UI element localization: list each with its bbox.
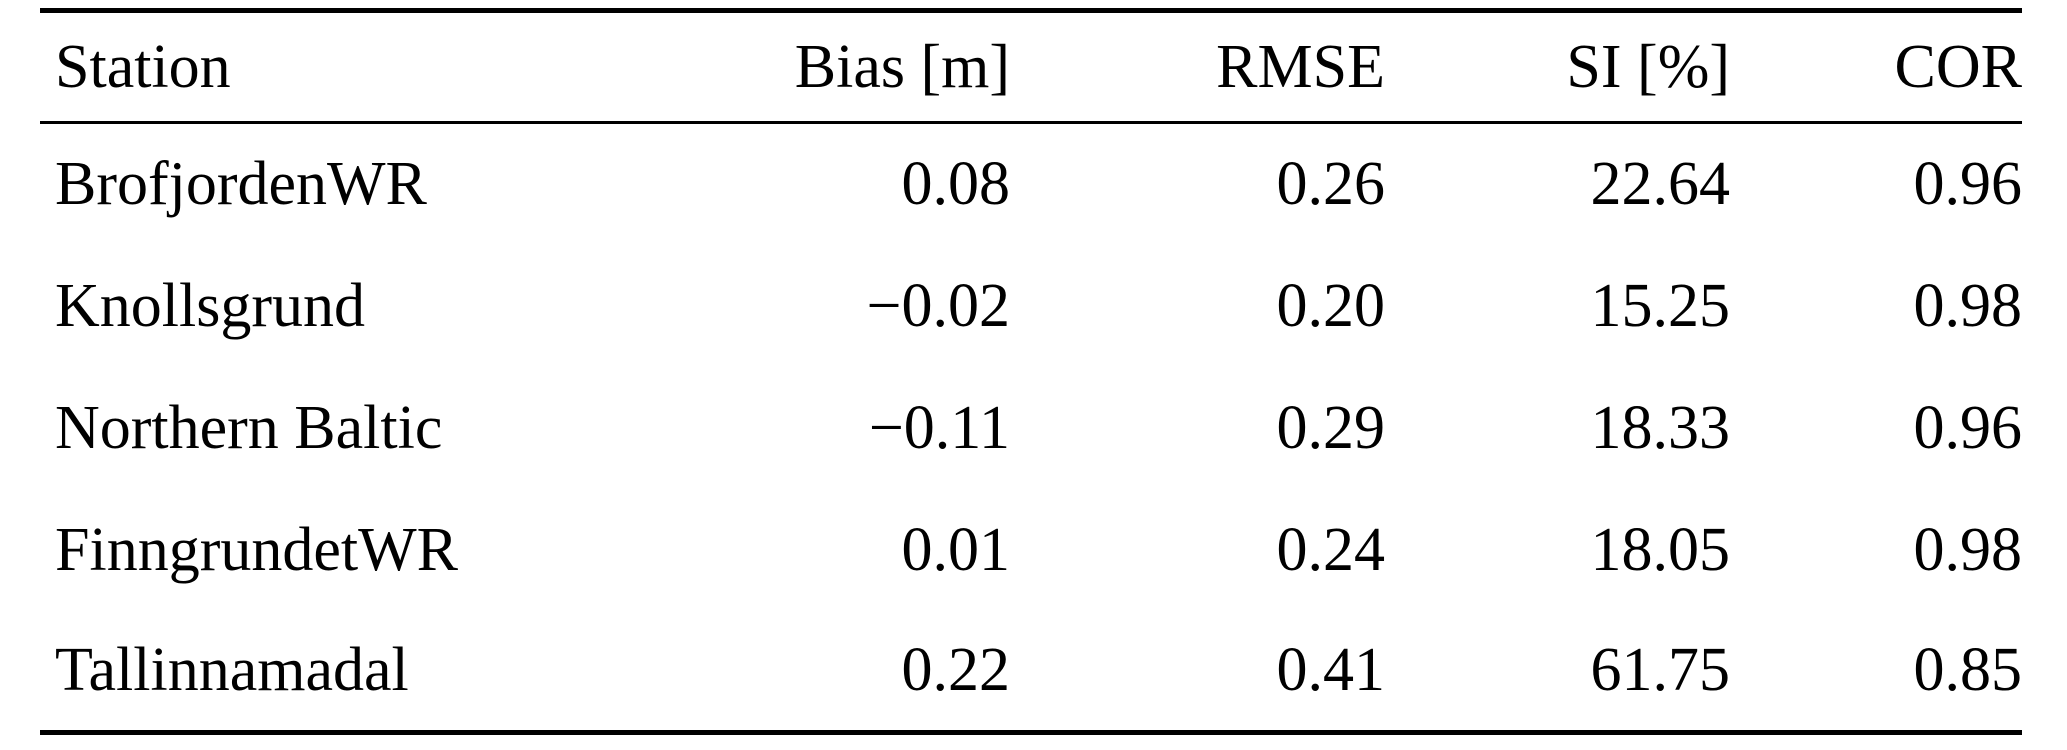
cell-station: Northern Baltic: [55, 393, 443, 462]
cell-si: 18.33: [1590, 393, 1731, 462]
header-bias: Bias [m]: [640, 10, 1010, 124]
cell-si: 15.25: [1590, 271, 1731, 340]
header-rmse: RMSE: [1010, 10, 1385, 124]
cell-si: 61.75: [1590, 636, 1731, 705]
cell-cor: 0.96: [1913, 393, 2023, 462]
station-statistics-table: Station Bias [m] RMSE SI [%] COR Brofjor…: [40, 8, 2022, 735]
table-row-1: Knollsgrund −0.02 0.20 15.25 0.98: [40, 245, 2022, 367]
cell-cor: 0.85: [1913, 636, 2023, 705]
cell-cor: 0.96: [1913, 150, 2023, 219]
table-row-2: Northern Baltic −0.11 0.29 18.33 0.96: [40, 367, 2022, 489]
cell-station: Tallinnamadal: [55, 636, 409, 705]
cell-cor: 0.98: [1913, 515, 2023, 584]
cell-bias: 0.08: [901, 150, 1011, 219]
cell-bias: −0.11: [868, 393, 1010, 462]
table-row-0: BrofjordenWR 0.08 0.26 22.64 0.96: [40, 123, 2022, 245]
cell-rmse: 0.41: [1276, 636, 1386, 705]
cell-bias: 0.22: [901, 636, 1011, 705]
header-row: Station Bias [m] RMSE SI [%] COR: [40, 10, 2022, 124]
table-header: Station Bias [m] RMSE SI [%] COR: [40, 10, 2022, 124]
header-si: SI [%]: [1385, 10, 1730, 124]
cell-bias: 0.01: [901, 515, 1011, 584]
cell-rmse: 0.29: [1276, 393, 1386, 462]
table-row-3: FinngrundetWR 0.01 0.24 18.05 0.98: [40, 489, 2022, 611]
cell-cor: 0.98: [1913, 271, 2023, 340]
cell-station: FinngrundetWR: [55, 515, 458, 584]
header-cor: COR: [1730, 10, 2022, 124]
cell-rmse: 0.20: [1276, 271, 1386, 340]
table-row-4: Tallinnamadal 0.22 0.41 61.75 0.85: [40, 611, 2022, 733]
cell-rmse: 0.24: [1276, 515, 1386, 584]
cell-rmse: 0.26: [1276, 150, 1386, 219]
cell-bias: −0.02: [866, 271, 1010, 340]
table-body: BrofjordenWR 0.08 0.26 22.64 0.96 Knolls…: [40, 123, 2022, 733]
cell-si: 22.64: [1590, 150, 1731, 219]
header-station: Station: [40, 10, 640, 124]
cell-station: BrofjordenWR: [55, 150, 427, 219]
cell-station: Knollsgrund: [55, 271, 365, 340]
cell-si: 18.05: [1590, 515, 1731, 584]
